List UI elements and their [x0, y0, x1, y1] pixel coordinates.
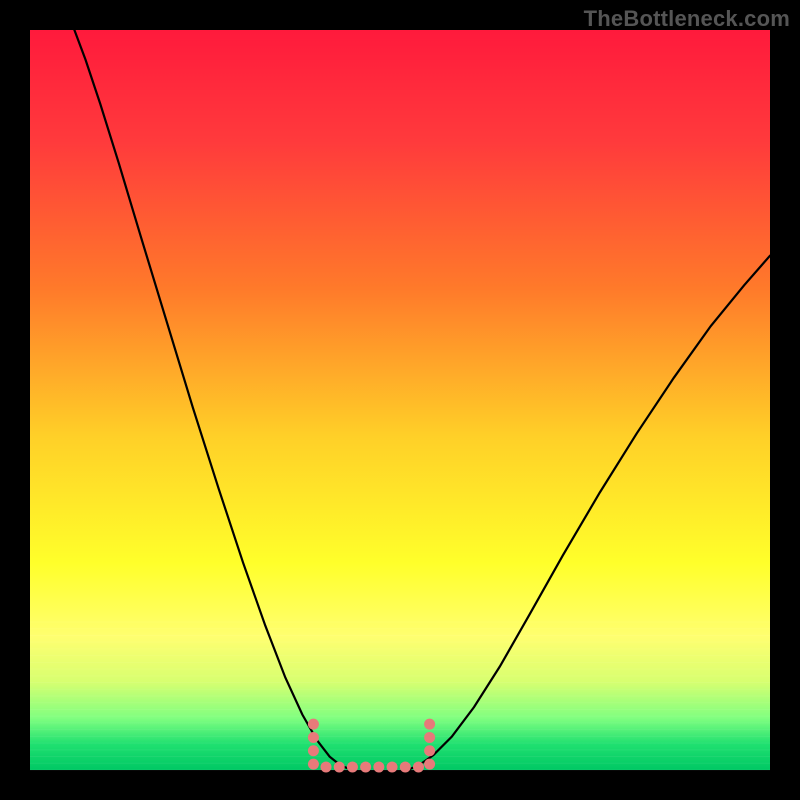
marker-dot: [308, 719, 319, 730]
marker-dot: [373, 762, 384, 773]
marker-dot: [424, 732, 435, 743]
marker-dot: [424, 759, 435, 770]
marker-dot: [413, 762, 424, 773]
marker-dot: [308, 745, 319, 756]
marker-dot: [387, 762, 398, 773]
gradient-chart: [0, 0, 800, 800]
marker-dot: [400, 762, 411, 773]
marker-dot: [321, 762, 332, 773]
watermark-text: TheBottleneck.com: [584, 6, 790, 32]
chart-container: TheBottleneck.com: [0, 0, 800, 800]
marker-dot: [334, 762, 345, 773]
marker-dot: [308, 732, 319, 743]
marker-dot: [424, 745, 435, 756]
marker-dot: [424, 719, 435, 730]
marker-dot: [360, 762, 371, 773]
marker-dot: [308, 759, 319, 770]
marker-dot: [347, 762, 358, 773]
